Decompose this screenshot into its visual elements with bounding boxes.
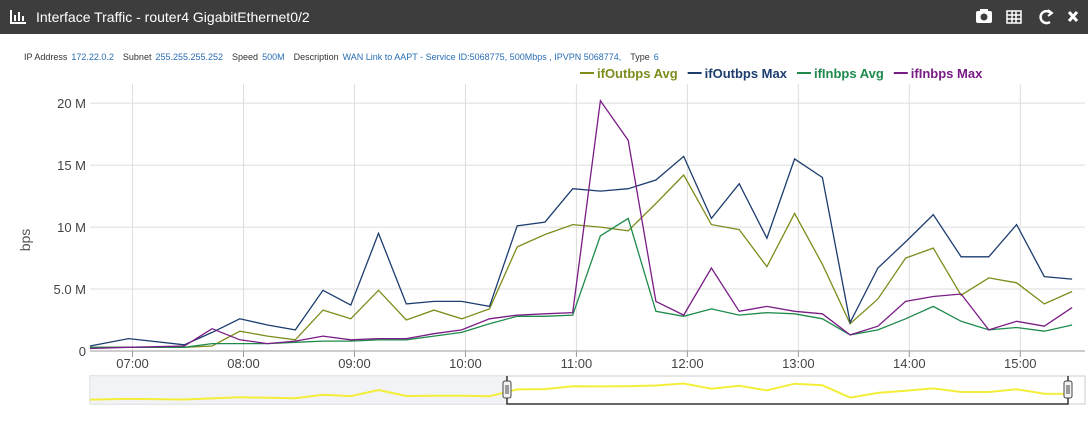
camera-button[interactable] — [976, 9, 992, 23]
info-value: WAN Link to AAPT - Service ID:5068775, 5… — [342, 52, 622, 62]
info-value: 6 — [653, 52, 659, 62]
navigator-handle[interactable] — [502, 380, 512, 399]
series-line — [90, 217, 1073, 348]
info-value: 255.255.255.252 — [155, 52, 224, 62]
handle-body — [502, 380, 512, 399]
chart-icon — [10, 10, 26, 24]
refresh-button[interactable] — [1039, 9, 1054, 25]
series-line — [90, 173, 1073, 348]
header-title: Interface Traffic - router4 GigabitEther… — [36, 9, 310, 25]
x-tick-label: 14:00 — [893, 356, 926, 371]
series-line — [89, 155, 1073, 347]
y-tick-label: 0 — [79, 344, 86, 359]
info-line: IP Address 172.22.0.2 Subnet 255.255.255.25… — [24, 52, 668, 62]
info-value: 172.22.0.2 — [71, 52, 114, 62]
handle-body — [1063, 380, 1073, 399]
x-tick-label: 10:00 — [449, 356, 482, 371]
series-line — [89, 98, 1073, 350]
navigator-handle[interactable] — [1063, 380, 1073, 399]
legend-label: ifInbps Max — [911, 66, 983, 81]
y-axis-label: bps — [17, 229, 33, 252]
header-bar: Interface Traffic - router4 GigabitEther… — [0, 0, 1088, 34]
x-tick-label: 12:00 — [671, 356, 704, 371]
navigator-line — [89, 382, 1073, 401]
y-tick-label: 15 M — [57, 158, 86, 173]
info-value: 500M — [262, 52, 285, 62]
table-button[interactable] — [1006, 10, 1022, 24]
y-tick-label: 20 M — [57, 96, 86, 111]
navigator-frame — [89, 375, 1086, 405]
x-tick-label: 11:00 — [561, 356, 593, 371]
info-label: Description — [293, 52, 339, 62]
y-tick-label: 10 M — [57, 220, 86, 235]
legend-label: ifOutbps Max — [705, 66, 788, 81]
info-label: Speed — [232, 52, 259, 62]
navigator-mask — [90, 376, 507, 404]
header-tools — [976, 9, 1079, 25]
info-label: Subnet — [122, 52, 152, 62]
x-tick-label: 08:00 — [227, 356, 260, 371]
info-label: IP Address — [24, 52, 68, 62]
navigator-selection — [506, 376, 1069, 405]
legend-label: ifInbps Avg — [814, 66, 884, 81]
legend-label: ifOutbps Avg — [597, 66, 678, 81]
info-label: Type — [630, 52, 650, 62]
x-tick-label: 13:00 — [782, 356, 815, 371]
close-button[interactable] — [1067, 11, 1079, 22]
x-tick-label: 07:00 — [116, 356, 149, 371]
x-tick-label: 09:00 — [338, 356, 371, 371]
y-tick-label: 5.0 M — [53, 282, 86, 297]
x-tick-label: 15:00 — [1004, 356, 1037, 371]
